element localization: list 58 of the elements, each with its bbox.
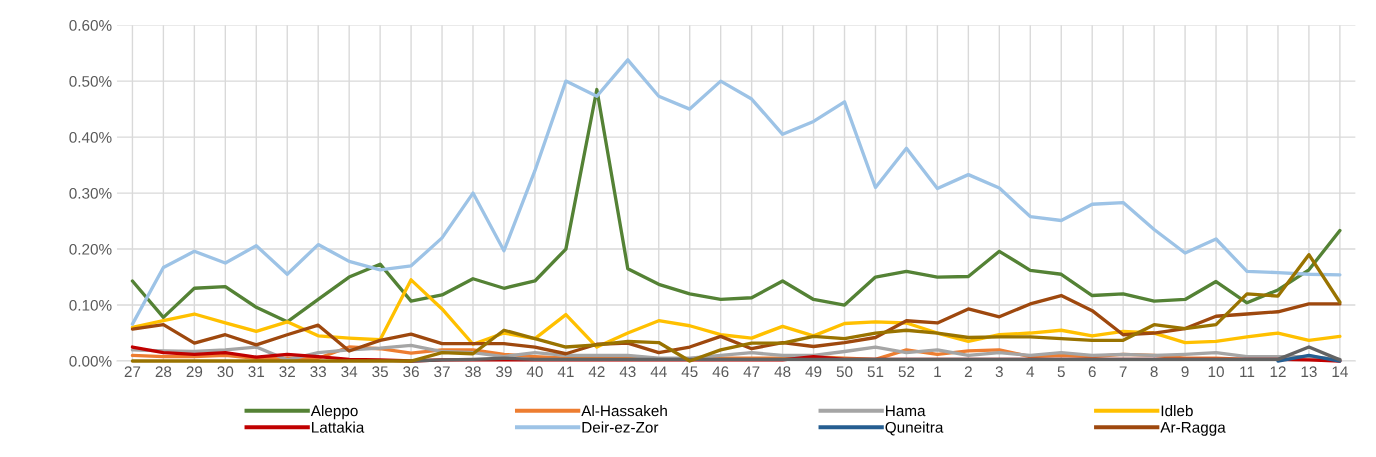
y-tick-label: 0.40% <box>69 131 112 143</box>
x-tick-label: 27 <box>124 366 141 377</box>
legend-label: Al-Hassakeh <box>581 405 667 417</box>
legend-label: Hama <box>886 405 926 417</box>
x-tick-label: 45 <box>681 366 698 378</box>
x-tick-label: 40 <box>526 366 543 378</box>
y-tick-label: 0.10% <box>69 299 112 311</box>
y-tick-label: 0.00% <box>69 355 112 367</box>
legend-label: Deir-ez-Zor <box>582 421 659 433</box>
y-tick-label: 0.20% <box>69 243 112 255</box>
x-tick-label: 5 <box>1057 366 1065 378</box>
x-tick-label: 10 <box>1208 366 1224 378</box>
x-tick-label: 49 <box>805 366 822 378</box>
x-tick-label: 52 <box>898 366 915 378</box>
x-tick-label: 35 <box>372 366 388 378</box>
x-tick-label: 48 <box>774 366 791 378</box>
y-tick-label: 0.60% <box>69 20 112 31</box>
legend-label: Quneitra <box>885 421 944 436</box>
x-tick-label: 13 <box>1301 366 1317 378</box>
legend-label: Aleppo <box>310 405 358 420</box>
x-tick-label: 6 <box>1088 366 1096 378</box>
x-tick-label: 37 <box>434 366 450 378</box>
x-tick-label: 42 <box>588 366 605 377</box>
x-tick-label: 44 <box>650 366 667 377</box>
x-tick-label: 38 <box>465 366 481 378</box>
x-tick-label: 9 <box>1181 366 1189 378</box>
x-tick-label: 8 <box>1150 366 1158 378</box>
x-tick-label: 3 <box>995 366 1003 378</box>
x-tick-label: 1 <box>934 366 941 377</box>
x-tick-label: 14 <box>1332 366 1348 377</box>
legend-label: Lattakia <box>312 421 365 433</box>
line-series <box>409 345 1342 363</box>
x-tick-label: 34 <box>341 366 358 378</box>
legend-label: Ar-Ragga <box>1160 422 1226 436</box>
x-tick-label: 28 <box>155 366 172 378</box>
line-series <box>130 252 1342 363</box>
y-tick-label: 0.50% <box>69 75 112 87</box>
x-tick-label: 2 <box>964 366 972 377</box>
x-tick-label: 43 <box>619 366 636 378</box>
x-tick-label: 46 <box>712 366 729 378</box>
y-tick-label: 0.30% <box>69 187 112 199</box>
line-series <box>130 293 1342 356</box>
x-tick-label: 50 <box>836 366 853 378</box>
x-tick-label: 31 <box>248 366 265 378</box>
x-tick-label: 32 <box>279 366 295 378</box>
x-tick-label: 12 <box>1270 366 1286 377</box>
x-tick-label: 4 <box>1026 366 1035 377</box>
x-tick-label: 51 <box>867 366 884 378</box>
x-tick-label: 30 <box>217 366 234 378</box>
x-tick-label: 33 <box>310 366 327 378</box>
x-tick-label: 47 <box>743 366 760 377</box>
x-tick-label: 36 <box>403 366 419 378</box>
legend-label: Idleb <box>1161 405 1193 417</box>
x-tick-label: 7 <box>1119 366 1127 377</box>
x-tick-label: 29 <box>186 366 203 378</box>
x-tick-label: 11 <box>1240 366 1255 377</box>
x-tick-label: 39 <box>496 366 512 378</box>
x-tick-label: 41 <box>557 366 574 377</box>
